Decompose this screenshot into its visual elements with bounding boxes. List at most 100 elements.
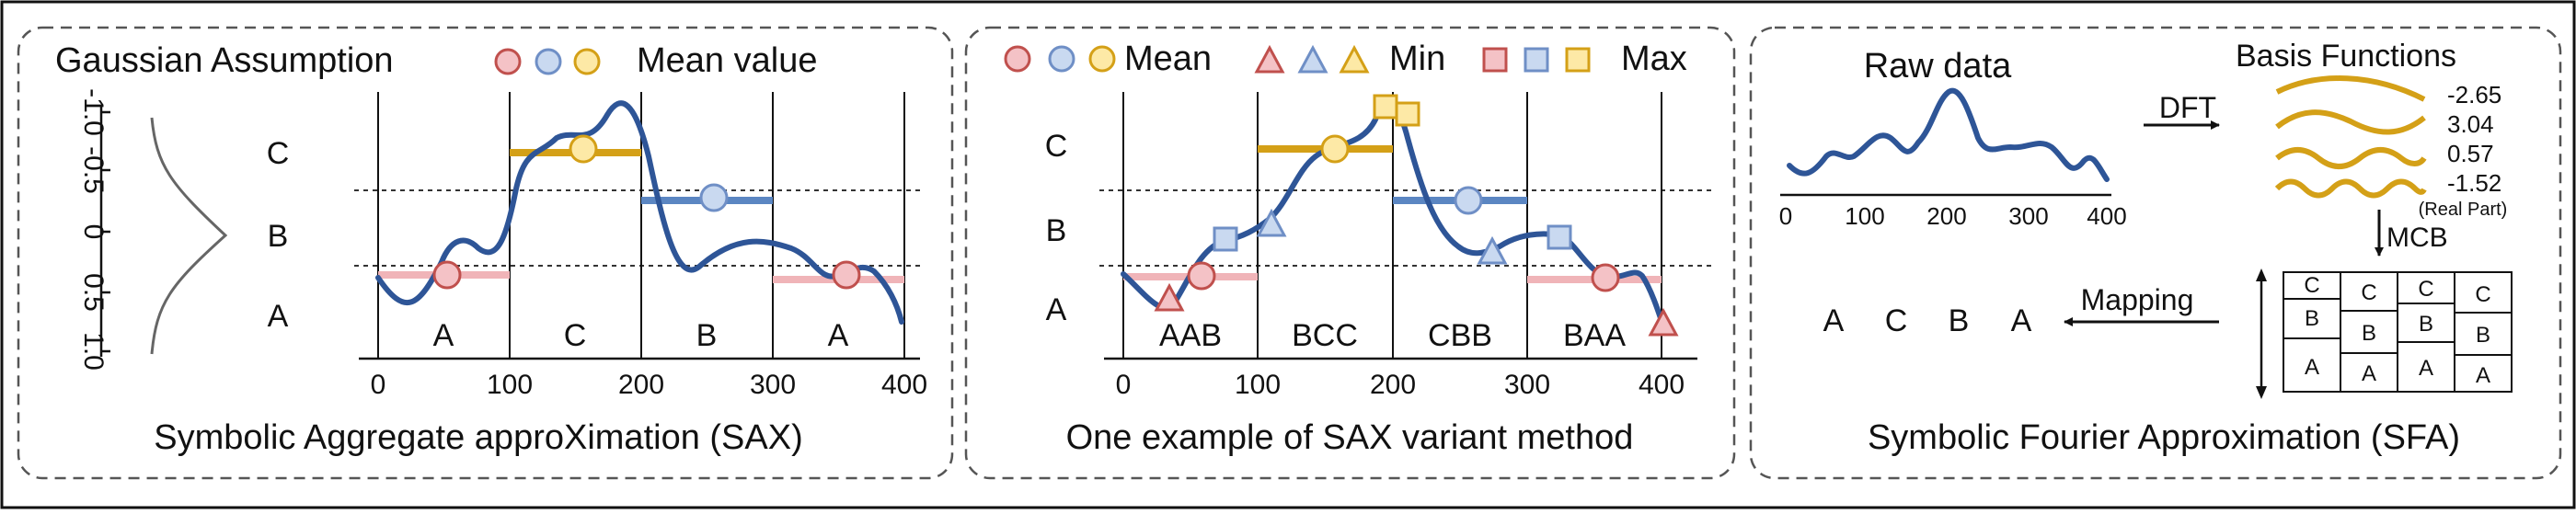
sax-x-tick-label: 0 [371, 370, 386, 400]
basis-coefficient: 3.04 [2447, 110, 2494, 138]
sfa-panel: Raw data 0 100 200 300 400 DFT Basis Fun… [1749, 26, 2562, 480]
gaussian-assumption-label: Gaussian Assumption [55, 41, 394, 80]
sax-mean-marker-red [432, 260, 462, 290]
sax-x-tick-label: 200 [618, 370, 664, 400]
variant-panel-border [964, 26, 1736, 480]
variant-mean-marker-yellow [1320, 134, 1350, 164]
variant-x-tick-label: 300 [1504, 370, 1550, 400]
dft-label: DFT [2159, 91, 2216, 124]
raw-x-tick-label: 100 [1845, 202, 1884, 230]
raw-x-tick-label: 200 [1926, 202, 1966, 230]
basis-wave-2 [2275, 109, 2426, 135]
grid-cell: B [2476, 323, 2490, 348]
raw-x-tick-label: 300 [2008, 202, 2048, 230]
sax-y-tick-label: 1.0 [78, 332, 109, 371]
variant-caption: One example of SAX variant method [1066, 418, 1634, 457]
raw-data-label: Raw data [1864, 47, 2012, 86]
gaussian-curve [150, 117, 228, 355]
grid-cell: C [2418, 277, 2433, 302]
grid-cell: C [2304, 273, 2319, 298]
variant-min-marker-blue [1477, 235, 1508, 265]
variant-segment-word: BCC [1292, 318, 1358, 353]
sax-mean-marker-yellow [569, 134, 598, 164]
variant-mean-marker-blue [1454, 186, 1483, 215]
sax-time-series [375, 100, 904, 325]
variant-legend-max-label: Max [1621, 40, 1687, 78]
variant-max-marker-yellow [1373, 94, 1398, 120]
sax-segment-letter: A [828, 318, 849, 353]
basis-coefficient: -2.65 [2447, 81, 2501, 109]
variant-segment-word: AAB [1159, 318, 1222, 353]
basis-wave-4 [2274, 178, 2427, 199]
real-part-label: (Real Part) [2419, 200, 2508, 220]
sax-segment-letter: C [564, 318, 587, 353]
sax-band-letter: B [268, 219, 289, 254]
sax-x-tick-label: 300 [750, 370, 796, 400]
mean-legend: Mean value [494, 41, 817, 80]
grid-arrow-down [2256, 386, 2267, 399]
grid-cell: A [2362, 361, 2376, 386]
variant-max-marker-blue [1547, 224, 1572, 250]
variant-x-tick-label: 100 [1235, 370, 1281, 400]
basis-wave-3 [2275, 147, 2427, 169]
sax-variant-panel: Mean Min Max C B A [964, 26, 1736, 480]
sfa-word-letter: C [1885, 303, 1908, 338]
sfa-caption: Symbolic Fourier Approximation (SFA) [1868, 418, 2460, 457]
variant-max-marker-yellow [1395, 101, 1420, 127]
mean-legend-blue-circle [1048, 45, 1075, 73]
grid-cell: B [2305, 306, 2319, 331]
grid-arrow-up [2256, 268, 2267, 281]
mapping-label: Mapping [2081, 283, 2194, 316]
sfa-word-letter: B [1949, 303, 1970, 338]
sax-segment-letter: A [433, 318, 454, 353]
sax-y-tick-label: 0.5 [78, 273, 109, 312]
variant-min-marker-blue [1256, 208, 1287, 237]
variant-x-tick-label: 200 [1370, 370, 1416, 400]
grid-cell: C [2475, 282, 2490, 307]
basis-waves [2274, 75, 2427, 199]
raw-x-tick-label: 400 [2087, 202, 2126, 230]
basis-coefficient: 0.57 [2447, 140, 2494, 167]
grid-cell: A [2419, 356, 2433, 381]
sax-mean-marker-red [832, 260, 861, 290]
grid-cell: C [2361, 280, 2376, 305]
mean-legend-red-circle [494, 48, 522, 75]
max-legend-blue-square [1524, 47, 1549, 73]
sfa-word-letter: A [2011, 303, 2032, 338]
sax-caption: Symbolic Aggregate approXimation (SAX) [154, 418, 802, 457]
grid-cell: A [2476, 363, 2490, 388]
basis-coefficient: -1.52 [2447, 169, 2501, 197]
sax-mean-marker-blue [699, 183, 729, 212]
mean-legend-yellow-circle [573, 48, 601, 75]
min-legend-blue-triangle [1297, 44, 1328, 74]
variant-mean-marker-red [1591, 263, 1620, 292]
sax-y-tick-label: -0.5 [78, 146, 109, 194]
sax-y-tick-label: 0 [78, 224, 109, 240]
variant-segment-word: CBB [1428, 318, 1492, 353]
basis-wave-1 [2275, 75, 2426, 102]
sax-y-tick-marks [101, 110, 110, 353]
sax-band-letter: C [267, 136, 290, 171]
mean-legend-blue-circle [535, 48, 562, 75]
variant-max-marker-blue [1213, 226, 1238, 252]
min-legend-red-triangle [1254, 44, 1285, 74]
grid-cell: B [2362, 321, 2376, 346]
sfa-word-letter: A [1823, 303, 1845, 338]
sfa-symbol-grid: C B A C B A C B A C B A [2256, 268, 2513, 399]
variant-mean-marker-red [1187, 261, 1216, 291]
mean-value-legend-label: Mean value [637, 41, 817, 80]
max-legend-yellow-square [1565, 47, 1591, 73]
sax-x-tick-label: 400 [881, 370, 927, 400]
variant-min-marker-red [1648, 307, 1679, 337]
variant-band-letter: A [1046, 292, 1067, 327]
grid-cell: A [2305, 355, 2319, 380]
sax-x-tick-label: 100 [487, 370, 533, 400]
variant-legend: Mean Min Max [1004, 40, 1687, 78]
sax-panel: Gaussian Assumption Mean value -1.0 -0.5… [17, 26, 954, 480]
sax-segment-letter: B [696, 318, 718, 353]
sax-panel-border [17, 26, 954, 480]
basis-functions-title: Basis Functions [2236, 39, 2456, 74]
grid-column [2454, 271, 2513, 393]
